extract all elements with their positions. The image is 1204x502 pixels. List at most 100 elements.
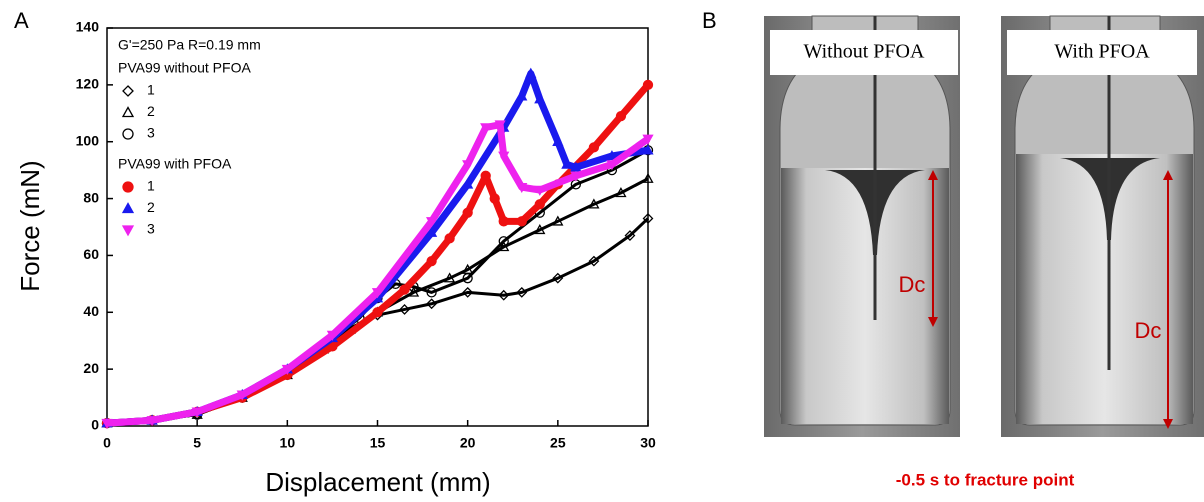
marker (642, 213, 654, 224)
marker (426, 287, 437, 298)
x-tick-label: 15 (370, 435, 386, 451)
marker (516, 90, 528, 101)
plot-frame (106, 27, 649, 427)
marker (444, 272, 456, 283)
marker (407, 286, 420, 297)
annotation: G'=250 Pa R=0.19 mm (118, 37, 261, 53)
marker (516, 286, 528, 298)
marker (561, 158, 573, 169)
marker (191, 407, 203, 418)
marker (624, 230, 636, 241)
marker (371, 288, 384, 299)
marker (444, 233, 455, 244)
legend-marker (122, 85, 134, 97)
legend-group-title: PVA99 without PFOA (118, 60, 251, 76)
dc-label: Dc (1135, 318, 1162, 343)
marker (525, 67, 537, 78)
marker (570, 171, 582, 182)
marker (146, 416, 158, 427)
marker (642, 144, 654, 155)
marker (552, 272, 564, 284)
marker (588, 198, 600, 209)
photo-label: With PFOA (1054, 41, 1150, 63)
marker (606, 150, 618, 161)
series-line (106, 69, 649, 427)
x-tick-label: 30 (640, 435, 656, 451)
marker (425, 217, 438, 228)
marker (101, 418, 113, 429)
marker (462, 207, 473, 218)
legend-marker (121, 106, 135, 118)
marker (281, 364, 293, 375)
marker (462, 160, 474, 171)
legend-marker (121, 225, 135, 237)
marker (552, 135, 564, 146)
y-tick-label: 0 (91, 417, 99, 433)
legend-label: 3 (147, 221, 155, 237)
panel-label: B (702, 8, 717, 33)
photo-label: Without PFOA (804, 41, 925, 63)
marker (615, 110, 627, 122)
x-tick-label: 10 (280, 435, 296, 451)
marker (534, 224, 546, 235)
panel-label: A (14, 8, 29, 33)
photo-panel: Without PFOA With PFOA Dc Dc -0.5 s to f… (764, 15, 1204, 489)
series-line (106, 217, 650, 425)
legend-label: 3 (147, 125, 155, 141)
x-tick-label: 5 (193, 435, 201, 451)
marker (642, 79, 654, 91)
legend-label: 2 (147, 103, 155, 119)
marker (462, 273, 473, 284)
marker (462, 286, 474, 298)
y-tick-label: 120 (76, 76, 100, 92)
y-tick-label: 60 (83, 246, 99, 262)
marker (489, 193, 500, 204)
legend-label: 2 (147, 199, 155, 215)
marker (534, 185, 546, 196)
marker (236, 390, 248, 401)
legend-marker (122, 128, 134, 140)
y-axis-label: Force (mN) (15, 160, 45, 291)
marker (534, 199, 545, 210)
marker (399, 284, 410, 295)
x-tick-label: 25 (550, 435, 566, 451)
legend-label: 1 (147, 82, 155, 98)
x-axis-label: Displacement (mm) (265, 467, 490, 497)
marker (462, 178, 474, 189)
y-tick-label: 20 (83, 360, 99, 376)
marker (372, 307, 383, 318)
series-line (106, 82, 651, 427)
photo (1001, 15, 1204, 437)
marker (480, 123, 492, 134)
marker (606, 160, 618, 171)
marker (516, 182, 528, 194)
marker (494, 120, 506, 131)
x-tick-label: 0 (103, 435, 111, 451)
caption: -0.5 s to fracture point (896, 470, 1075, 489)
legend-group-title: PVA99 with PFOA (118, 156, 232, 172)
y-tick-label: 140 (76, 19, 100, 35)
y-tick-label: 40 (83, 303, 99, 319)
marker (425, 226, 438, 237)
y-tick-label: 80 (83, 189, 99, 205)
marker (516, 216, 527, 227)
marker (498, 151, 510, 162)
marker (426, 298, 438, 310)
x-tick-label: 20 (460, 435, 476, 451)
marker (426, 255, 437, 267)
marker (498, 289, 510, 301)
marker (534, 93, 546, 104)
marker (642, 172, 654, 183)
marker (552, 215, 564, 226)
legend-marker (122, 181, 134, 193)
marker (588, 255, 600, 267)
marker (570, 161, 582, 172)
marker (642, 134, 654, 145)
legend-label: 1 (147, 178, 155, 194)
dc-label: Dc (899, 272, 926, 297)
photo (764, 15, 960, 437)
legend-marker (121, 202, 135, 214)
marker (399, 304, 410, 315)
marker (498, 216, 509, 227)
